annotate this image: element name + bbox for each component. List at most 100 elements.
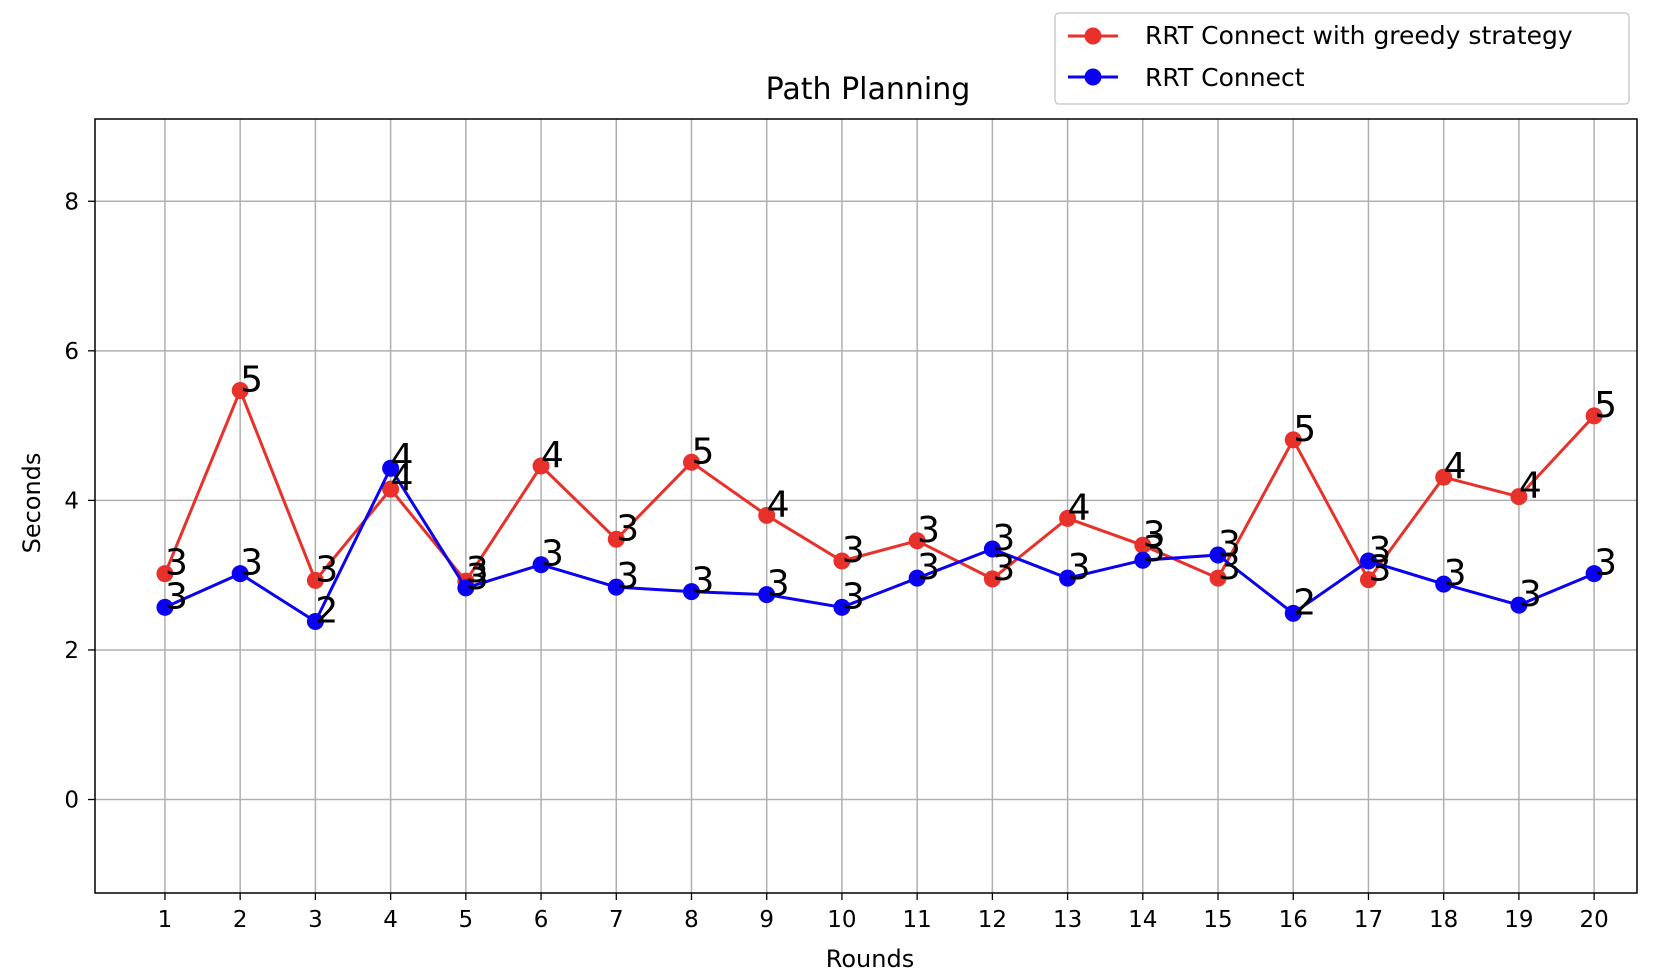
data-label: 3 xyxy=(616,556,639,597)
x-tick-label: 4 xyxy=(383,907,398,933)
data-label: 3 xyxy=(1143,514,1166,555)
data-point xyxy=(833,598,851,616)
x-tick-label: 18 xyxy=(1429,907,1458,933)
data-point xyxy=(1510,596,1528,614)
data-label: 5 xyxy=(1594,385,1617,426)
data-point xyxy=(457,579,475,597)
y-tick-label: 4 xyxy=(64,488,79,514)
x-tick-label: 7 xyxy=(609,907,624,933)
data-point xyxy=(156,565,174,583)
series-line xyxy=(163,389,1596,583)
x-tick-label: 11 xyxy=(903,907,932,933)
series-line xyxy=(164,466,1595,623)
data-point xyxy=(1059,569,1077,587)
x-tick-label: 3 xyxy=(308,907,323,933)
y-tick-label: 8 xyxy=(64,189,79,215)
data-point xyxy=(1209,546,1227,564)
data-point xyxy=(908,532,926,550)
data-label: 3 xyxy=(1519,574,1542,615)
data-point xyxy=(532,457,550,475)
data-label: 2 xyxy=(315,591,338,632)
data-point xyxy=(983,540,1001,558)
x-tick-label: 15 xyxy=(1203,907,1232,933)
data-label: 3 xyxy=(165,543,188,584)
data-point xyxy=(1134,536,1152,554)
data-point xyxy=(532,556,550,574)
data-label: 3 xyxy=(992,518,1015,559)
y-tick-label: 6 xyxy=(64,339,79,365)
data-label: 3 xyxy=(616,508,639,549)
data-label: 3 xyxy=(842,576,865,617)
data-point xyxy=(1059,509,1077,527)
data-label: 3 xyxy=(917,510,940,551)
data-label: 3 xyxy=(315,549,338,590)
y-tick-label: 0 xyxy=(64,788,79,814)
data-point xyxy=(1359,571,1377,589)
data-point xyxy=(607,530,625,548)
data-point xyxy=(758,506,776,524)
data-point xyxy=(306,613,324,631)
data-label: 3 xyxy=(1068,547,1091,588)
data-point xyxy=(156,598,174,616)
data-label: 4 xyxy=(1444,446,1467,487)
data-point xyxy=(1134,551,1152,569)
x-tick-label: 2 xyxy=(233,907,248,933)
x-tick-label: 16 xyxy=(1279,907,1308,933)
y-tick-label: 2 xyxy=(64,638,79,664)
x-tick-label: 6 xyxy=(534,907,549,933)
data-label: 3 xyxy=(466,557,489,598)
data-label: 4 xyxy=(391,458,414,499)
data-point xyxy=(382,480,400,498)
data-label: 3 xyxy=(767,564,790,605)
grid xyxy=(95,119,1637,893)
data-label: 2 xyxy=(1293,582,1316,623)
data-point xyxy=(1359,552,1377,570)
x-tick-label: 1 xyxy=(158,907,173,933)
series-0 xyxy=(156,381,1603,590)
data-label: 4 xyxy=(541,435,564,476)
data-label: 4 xyxy=(1068,487,1091,528)
data-label: 3 xyxy=(1594,543,1617,584)
data-label: 4 xyxy=(391,437,414,478)
data-point xyxy=(306,571,324,589)
data-label: 3 xyxy=(466,550,489,591)
data-label: 5 xyxy=(1293,409,1316,450)
data-label: 4 xyxy=(767,484,790,525)
data-point xyxy=(833,552,851,570)
legend-label-greedy: RRT Connect with greedy strategy xyxy=(1145,21,1573,50)
data-point xyxy=(1435,575,1453,593)
x-tick-label: 8 xyxy=(684,907,699,933)
x-tick-label: 12 xyxy=(978,907,1007,933)
data-label: 5 xyxy=(240,359,263,400)
y-axis-label: Seconds xyxy=(18,453,46,554)
data-point xyxy=(758,586,776,604)
legend-marker-rrt xyxy=(1084,68,1102,86)
data-label: 3 xyxy=(1368,549,1391,590)
data-point xyxy=(1585,565,1603,583)
x-tick-label: 17 xyxy=(1354,907,1383,933)
data-point xyxy=(1284,604,1302,622)
data-label: 4 xyxy=(1519,466,1542,507)
data-point xyxy=(1284,431,1302,449)
data-label: 3 xyxy=(1143,529,1166,570)
data-point xyxy=(983,570,1001,588)
x-tick-label: 9 xyxy=(759,907,774,933)
data-label: 3 xyxy=(1218,547,1241,588)
legend-label-rrt: RRT Connect xyxy=(1145,63,1305,92)
data-point xyxy=(1585,407,1603,425)
data-point xyxy=(231,565,249,583)
data-label: 3 xyxy=(240,543,263,584)
data-point xyxy=(682,583,700,601)
x-tick-label: 19 xyxy=(1504,907,1533,933)
chart-title: Path Planning xyxy=(766,72,971,107)
data-label: 5 xyxy=(691,431,714,472)
data-label: 3 xyxy=(842,530,865,571)
data-label: 3 xyxy=(917,547,940,588)
data-point xyxy=(231,381,249,399)
data-label: 3 xyxy=(165,576,188,617)
data-point xyxy=(682,453,700,471)
series-layer xyxy=(156,381,1603,631)
legend-marker-greedy xyxy=(1084,27,1102,45)
